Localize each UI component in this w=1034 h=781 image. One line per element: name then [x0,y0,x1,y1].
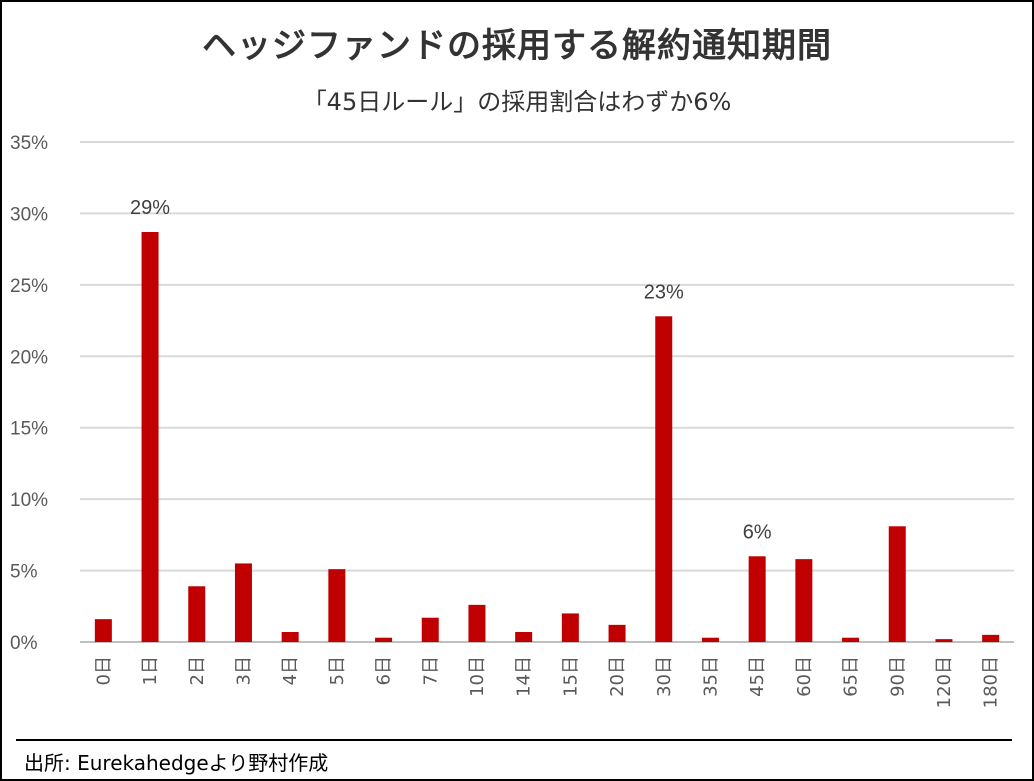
x-tick-label: 30日 [654,656,675,697]
bar [795,559,813,642]
bar [982,634,1000,642]
x-tick-label: 5日 [327,656,348,685]
chart-title: ヘッジファンドの採用する解約通知期間 [202,26,832,66]
x-tick-label: 1日 [140,656,161,685]
y-tick-label: 15% [10,419,48,440]
x-axis-ticks: 0日 1日 2日 3日 4日 5日 6日 7日 10日 14日 15日 20日 30日 35日 45日 60日… [93,656,1001,708]
bar [935,639,953,642]
bar [888,526,906,642]
x-tick-label: 7日 [420,656,441,685]
bar [94,619,112,642]
x-tick-label: 4日 [280,656,301,685]
bar [328,569,346,642]
x-tick-label: 20日 [607,656,628,697]
y-tick-label: 5% [10,562,38,583]
source-note: 出所: Eurekahedgeより野村作成 [24,751,329,775]
data-label: 23% [644,281,684,303]
bar [655,316,673,642]
y-tick-label: 35% [10,133,48,154]
chart-subtitle: 「45日ルール」の採用割合はわずか6% [302,88,732,116]
bar-chart: 0% 5% 10% 15% 20% 25% 30% 35% 29% 23% 6% 0日 1日 2日 3日… [10,133,1014,708]
bar [608,624,626,642]
bar [561,613,579,642]
x-tick-label: 15日 [560,656,581,697]
x-tick-label: 6日 [374,656,395,685]
x-tick-label: 0日 [93,656,114,685]
data-labels: 29% 23% 6% [130,197,772,543]
bars [94,232,1000,642]
bar [842,637,860,642]
bar [141,232,159,642]
x-tick-label: 65日 [841,656,862,697]
data-label: 6% [743,521,772,543]
y-tick-label: 30% [10,204,48,225]
y-tick-label: 20% [10,347,48,368]
gridlines [80,141,1014,643]
bar [468,604,486,642]
x-tick-label: 120日 [934,656,955,708]
x-tick-label: 10日 [467,656,488,697]
bar [281,632,299,642]
y-tick-label: 25% [10,276,48,297]
x-tick-label: 180日 [981,656,1002,708]
bar [375,637,393,642]
x-tick-label: 35日 [700,656,721,697]
source-divider [16,739,1012,741]
bar [188,586,206,642]
y-tick-label: 10% [10,490,48,511]
x-tick-label: 60日 [794,656,815,697]
x-tick-label: 3日 [233,656,254,685]
y-tick-label: 0% [10,633,38,654]
x-tick-label: 45日 [747,656,768,697]
x-tick-label: 2日 [187,656,208,685]
x-tick-label: 14日 [514,656,535,697]
bar [701,637,719,642]
bar [515,632,533,642]
y-axis-ticks: 0% 5% 10% 15% 20% 25% 30% 35% [10,133,48,654]
bar [748,556,766,642]
bar [421,617,439,642]
bar [234,563,252,642]
x-tick-label: 90日 [887,656,908,697]
data-label: 29% [130,197,170,219]
